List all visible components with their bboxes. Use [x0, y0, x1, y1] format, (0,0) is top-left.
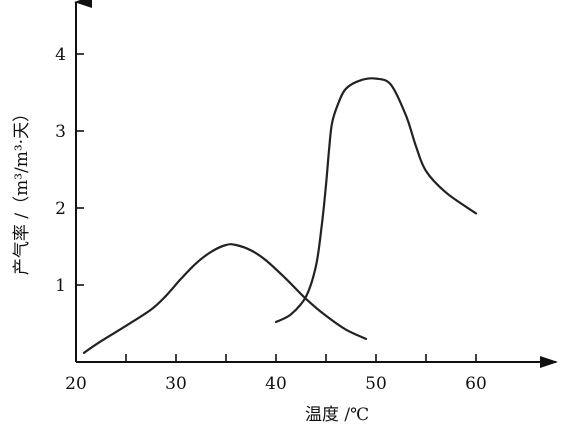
y-tick-label: 1	[55, 276, 66, 296]
y-tick-label: 2	[55, 199, 66, 219]
ticks	[76, 53, 477, 362]
y-tick-label: 3	[55, 122, 66, 142]
x-tick-label: 30	[165, 374, 187, 394]
x-tick-label: 50	[365, 374, 387, 394]
series-line-1	[82, 243, 368, 354]
x-tick-label: 40	[265, 374, 287, 394]
x-tick-label: 20	[65, 374, 87, 394]
y-tick-label: 4	[55, 45, 66, 65]
series-line-2	[274, 77, 478, 324]
y-axis-label: 产气率 /（m³/m³·天）	[12, 105, 32, 275]
tick-labels: 20 30 40 50 60 1 2 3 4	[55, 45, 487, 394]
curves	[82, 77, 478, 354]
x-axis-label: 温度 /℃	[305, 405, 369, 425]
x-tick-label: 60	[465, 374, 487, 394]
